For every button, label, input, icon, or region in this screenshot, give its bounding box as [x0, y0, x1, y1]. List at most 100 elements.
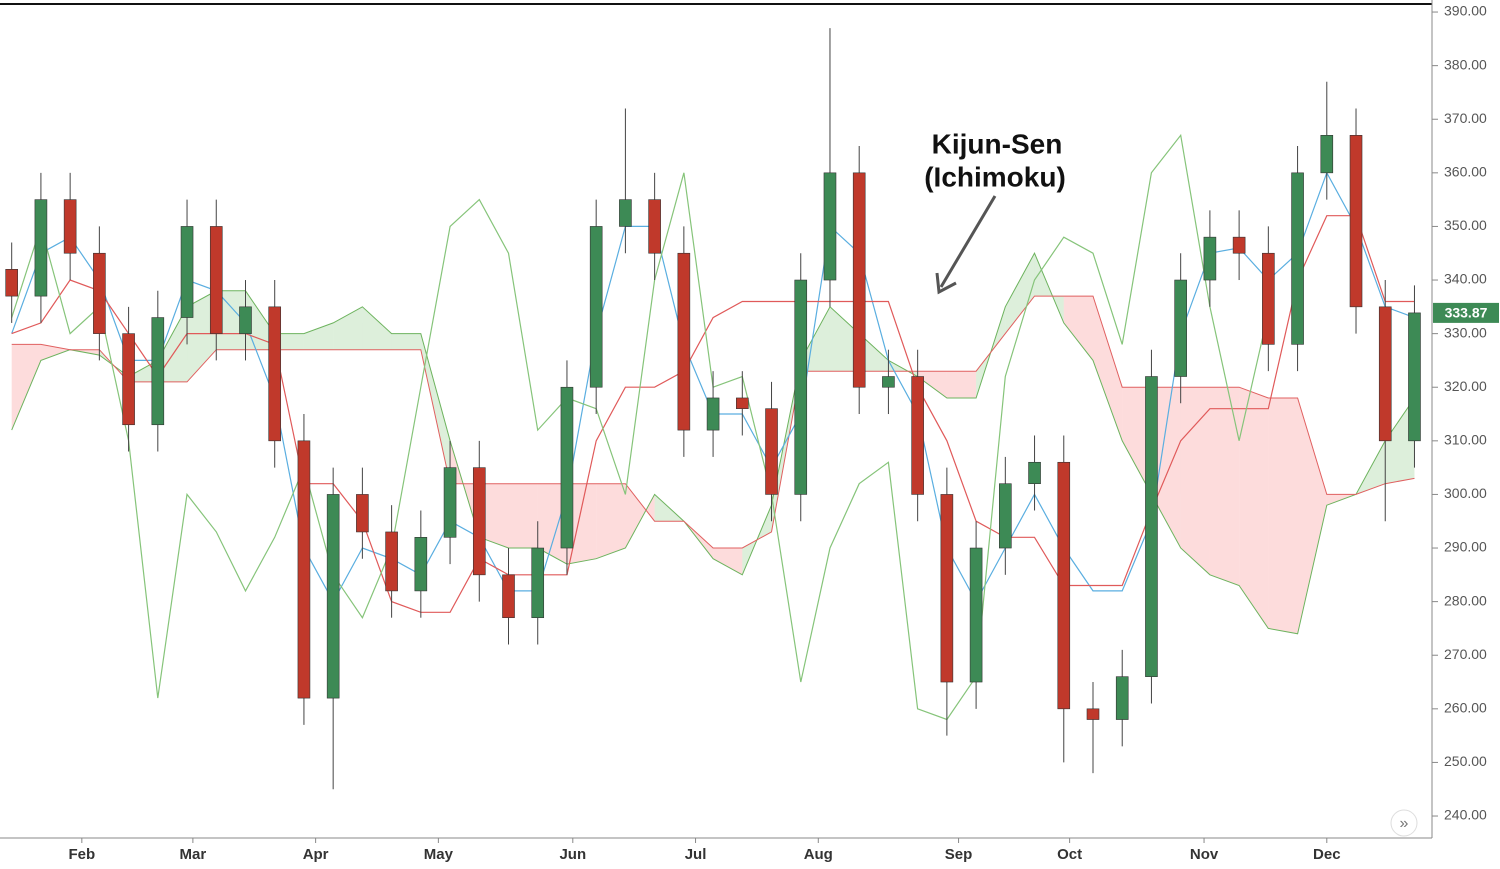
- candle-body: [677, 252, 691, 431]
- candle-body: [5, 269, 18, 297]
- cloud-fill: [1063, 296, 1093, 361]
- x-tick-label: Jun: [559, 846, 586, 863]
- candle-body: [648, 199, 661, 254]
- candle-body: [502, 574, 515, 619]
- candle-body: [1057, 461, 1071, 710]
- candle-body: [969, 547, 983, 683]
- candle-body: [63, 199, 77, 254]
- x-tick-label: Mar: [180, 846, 207, 863]
- annotation: Kijun-Sen: [932, 128, 1063, 159]
- cloud-fill: [829, 306, 860, 372]
- candle-body: [93, 252, 106, 334]
- cloud-fill: [1005, 253, 1035, 334]
- cloud-fill: [596, 483, 626, 559]
- cloud-fill: [625, 483, 655, 549]
- x-tick-label: Jul: [685, 846, 707, 863]
- x-tick-label: Feb: [68, 846, 95, 863]
- candle-body: [209, 226, 223, 334]
- candle-body: [589, 226, 603, 388]
- x-tick-label: Nov: [1190, 846, 1219, 863]
- price-label: 333.87: [1445, 305, 1488, 321]
- candle-body: [765, 408, 778, 495]
- cloud-fill: [1385, 397, 1415, 484]
- y-tick-label: 250.00: [1444, 753, 1487, 769]
- plot: [5, 28, 1421, 790]
- cloud-fill: [859, 333, 889, 372]
- y-tick-label: 280.00: [1444, 592, 1487, 608]
- y-tick-label: 320.00: [1444, 378, 1487, 394]
- y-tick-label: 270.00: [1444, 646, 1487, 662]
- y-tick-label: 380.00: [1444, 56, 1487, 72]
- cloud-fill: [1268, 397, 1298, 634]
- y-tick-label: 330.00: [1444, 324, 1487, 340]
- y-tick-label: 340.00: [1444, 271, 1487, 287]
- y-tick-label: 360.00: [1444, 164, 1487, 180]
- candle-body: [999, 483, 1012, 549]
- cloud-fill: [303, 322, 334, 350]
- candle-body: [852, 172, 866, 388]
- candle-body: [1349, 135, 1363, 308]
- candle-body: [414, 537, 428, 592]
- cloud-fill: [245, 290, 275, 350]
- price-label-bg: [1433, 302, 1499, 323]
- cloud-fill: [537, 483, 567, 565]
- y-tick-label: 310.00: [1444, 432, 1487, 448]
- candle-body: [794, 279, 808, 495]
- candle-body: [385, 531, 398, 592]
- cloud-fill: [11, 344, 41, 431]
- candle-body: [1086, 708, 1100, 720]
- candle-body: [443, 467, 457, 538]
- y-tick-label: 350.00: [1444, 217, 1487, 233]
- cloud-fill: [946, 371, 977, 398]
- y-tick-label: 290.00: [1444, 539, 1487, 555]
- candle-body: [1262, 252, 1275, 345]
- x-tick-label: Sep: [945, 846, 973, 863]
- cloud-fill: [479, 483, 509, 549]
- x-tick-label: May: [424, 846, 454, 863]
- annotation-arrow: [939, 195, 997, 288]
- cloud-fill: [713, 548, 743, 575]
- candle-body: [239, 306, 252, 334]
- annotation-arrowhead: [935, 272, 957, 295]
- cloud-fill: [1180, 387, 1210, 575]
- y-tick-label: 370.00: [1444, 110, 1487, 126]
- candle-body: [560, 386, 574, 549]
- candle-body: [1028, 461, 1041, 485]
- cloud-fill: [157, 306, 188, 382]
- candle-body: [736, 397, 749, 409]
- candle-body: [34, 199, 48, 297]
- candle-body: [1203, 236, 1217, 281]
- cloud-fill: [333, 306, 363, 350]
- candle-body: [326, 494, 340, 699]
- indicator-line: [11, 133, 1269, 721]
- candle-body: [1174, 279, 1187, 377]
- candle-body: [619, 199, 632, 227]
- cloud-fill: [1239, 387, 1269, 629]
- y-tick-label: 260.00: [1444, 700, 1487, 716]
- candle-body: [531, 547, 545, 619]
- candle-body: [1378, 306, 1392, 442]
- cloud-fill: [800, 306, 830, 372]
- candle-body: [1145, 376, 1158, 677]
- candle-body: [882, 376, 895, 388]
- candle-body: [356, 494, 369, 533]
- candle-body: [472, 467, 486, 576]
- candle-body: [940, 494, 954, 683]
- scroll-icon[interactable]: »: [1400, 815, 1409, 832]
- y-tick-label: 390.00: [1444, 3, 1487, 19]
- candle-body: [823, 172, 837, 281]
- candle-body: [1115, 676, 1129, 720]
- candle-body: [151, 317, 165, 426]
- candle-body: [122, 333, 135, 426]
- candle-body: [297, 440, 311, 699]
- scroll-button[interactable]: [1390, 809, 1418, 837]
- cloud-fill: [1122, 387, 1152, 495]
- candle-body: [1232, 236, 1246, 254]
- cloud-fill: [917, 371, 947, 398]
- candle-body: [1320, 135, 1334, 174]
- cloud-fill: [362, 306, 392, 350]
- candle-body: [180, 226, 194, 318]
- cloud-fill: [508, 483, 538, 549]
